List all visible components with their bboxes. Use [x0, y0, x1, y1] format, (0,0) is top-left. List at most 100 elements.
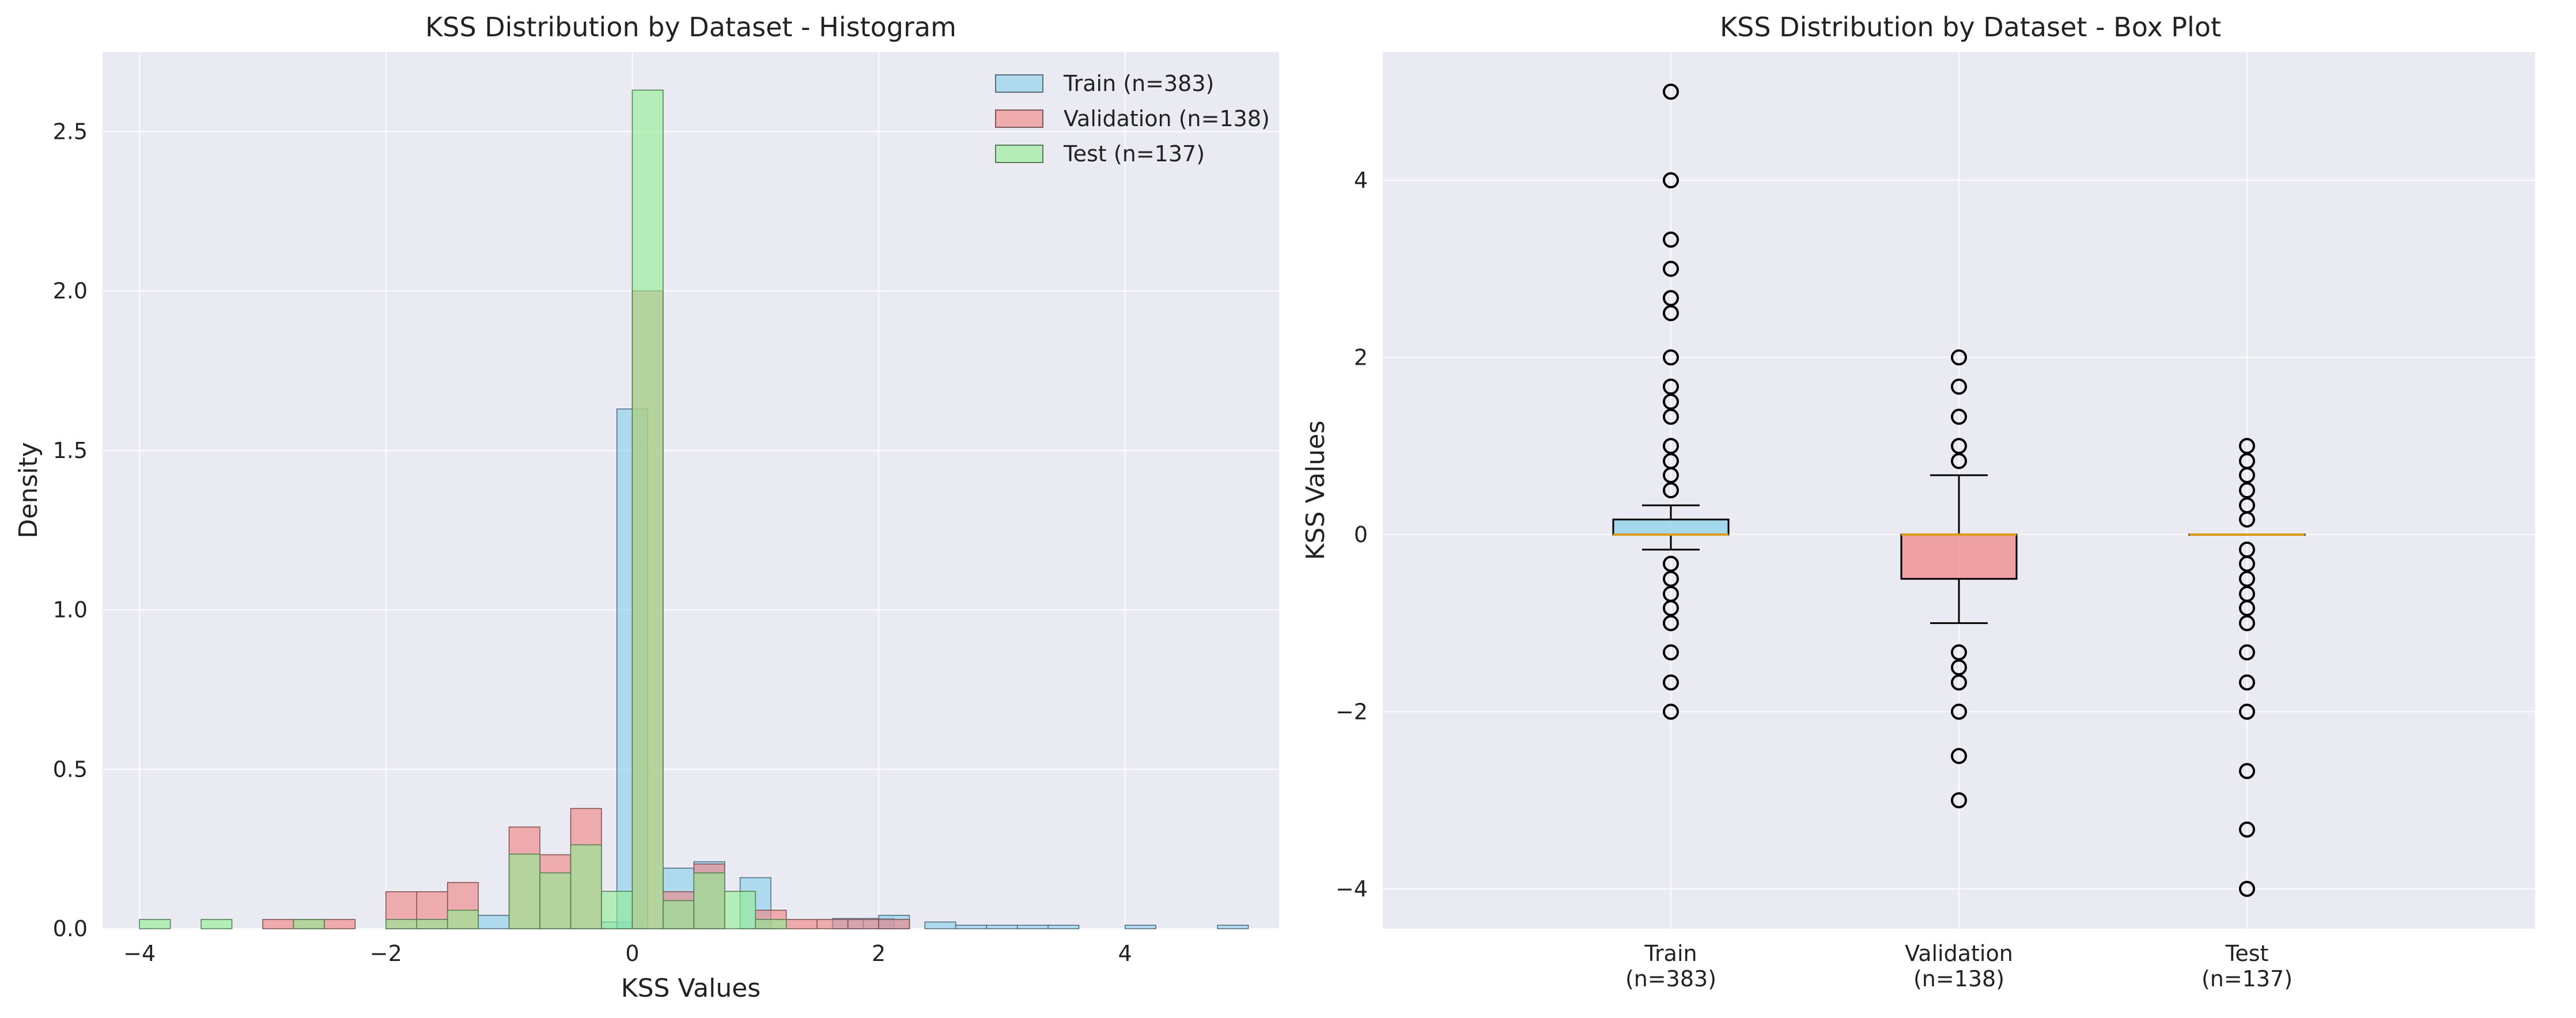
boxplot-x-tick-label: Validation — [1905, 941, 2013, 966]
histogram-y-axis-label: Density — [14, 442, 43, 538]
outlier-point — [1951, 644, 1967, 661]
outlier-point — [1663, 408, 1679, 425]
boxplot-x-tick-sublabel: (n=383) — [1625, 966, 1716, 991]
outlier-point — [2239, 674, 2255, 691]
boxplot-x-tick-label: Train — [1644, 941, 1697, 966]
outlier-point — [2239, 644, 2255, 661]
histogram-bar-validation — [785, 919, 818, 929]
outlier-point — [1663, 349, 1679, 366]
histogram-x-ticks: −4 −2 0 2 4 — [123, 941, 1132, 966]
histogram-bar-train — [1124, 925, 1156, 929]
legend-swatch-validation — [995, 109, 1043, 128]
outlier-point — [1663, 290, 1679, 306]
outlier-point — [2239, 570, 2255, 587]
outlier-point — [2239, 438, 2255, 455]
histogram-bar-validation — [847, 919, 879, 929]
histogram-bar-validation — [878, 919, 910, 929]
outlier-point — [1663, 555, 1679, 572]
outlier-point — [2239, 763, 2255, 779]
outlier-point — [1951, 408, 1967, 425]
outlier-point — [1663, 305, 1679, 321]
histogram-bar-test — [539, 872, 572, 929]
legend-swatch-test — [995, 145, 1043, 163]
histogram-bar-test — [601, 891, 633, 929]
histogram-bar-test — [508, 853, 540, 929]
outlier-point — [2239, 600, 2255, 616]
histogram-bar-train — [478, 915, 510, 929]
boxplot-y-tick-label: −2 — [1336, 699, 1368, 724]
boxplot-title: KSS Distribution by Dataset - Box Plot — [1720, 12, 2221, 43]
boxplot-y-tick-label: 2 — [1354, 345, 1368, 370]
outlier-point — [2239, 821, 2255, 838]
histogram-title: KSS Distribution by Dataset - Histogram — [425, 12, 956, 43]
histogram-y-ticks: 0.0 0.5 1.0 1.5 2.0 2.5 — [53, 119, 88, 941]
outlier-point — [1663, 615, 1679, 631]
outlier-point — [1951, 748, 1967, 765]
histogram-bar-test — [693, 872, 725, 929]
histogram-bar-test — [139, 919, 171, 929]
box-train — [1612, 84, 1730, 720]
boxplot-x-tick-sublabel: (n=138) — [1913, 966, 2004, 991]
box-iqr — [1900, 533, 2018, 580]
boxplot-boxes — [1612, 84, 2306, 897]
histogram-y-tick-label: 1.5 — [53, 438, 88, 463]
histogram-x-axis-label: KSS Values — [621, 974, 761, 1003]
outlier-point — [1663, 482, 1679, 498]
box-test — [2188, 438, 2306, 897]
outlier-point — [1951, 703, 1967, 720]
histogram-bar-test — [724, 891, 756, 929]
histogram-y-tick-label: 1.0 — [53, 597, 88, 623]
histogram-y-tick-label: 0.5 — [53, 756, 88, 782]
outlier-point — [2239, 511, 2255, 528]
box-iqr — [1612, 519, 1730, 536]
outlier-point — [2239, 615, 2255, 631]
histogram-bar-test — [755, 919, 787, 929]
outlier-point — [1951, 379, 1967, 395]
outlier-point — [1663, 231, 1679, 248]
boxplot-x-tick-sublabel: (n=137) — [2201, 966, 2293, 991]
histogram-bar-validation — [816, 919, 849, 929]
outlier-point — [2239, 555, 2255, 572]
histogram-panel: −4 −2 0 2 4 0.0 0.5 1.0 1.5 2.0 2.5 KSS Distribut… — [14, 12, 1279, 1003]
outlier-point — [1951, 438, 1967, 455]
outlier-point — [2239, 482, 2255, 498]
outlier-point — [1663, 467, 1679, 483]
histogram-bar-test — [293, 919, 325, 929]
outlier-point — [2239, 880, 2255, 897]
histogram-bar-test — [447, 910, 479, 929]
legend-label-validation: Validation (n=138) — [1064, 106, 1270, 131]
histogram-y-tick-label: 2.5 — [53, 119, 88, 144]
outlier-point — [1663, 172, 1679, 188]
legend-swatch-train — [995, 74, 1043, 93]
histogram-legend: Train (n=383) Validation (n=138) Test (n… — [995, 71, 1270, 166]
boxplot-y-tick-label: −4 — [1336, 876, 1368, 902]
histogram-bar-test — [385, 919, 417, 929]
outlier-point — [1663, 393, 1679, 410]
outlier-point — [1951, 659, 1967, 676]
outlier-point — [1951, 349, 1967, 366]
box-validation — [1900, 349, 2018, 809]
histogram-bar-test — [570, 844, 602, 929]
histogram-bars — [139, 89, 1249, 929]
histogram-plot-area — [103, 52, 1279, 929]
legend-label-test: Test (n=137) — [1063, 141, 1205, 166]
outlier-point — [1663, 570, 1679, 587]
outlier-point — [1951, 674, 1967, 691]
boxplot-panel: −4 −2 0 2 4 Train(n=383) Validation(n=138) Tes… — [1301, 12, 2535, 991]
outlier-point — [2239, 703, 2255, 720]
boxplot-y-ticks: −4 −2 0 2 4 — [1336, 168, 1368, 902]
histogram-bar-test — [631, 89, 664, 929]
histogram-x-tick-label: −2 — [370, 941, 402, 966]
outlier-point — [1663, 703, 1679, 720]
histogram-bar-train — [986, 925, 1018, 929]
outlier-point — [1663, 379, 1679, 395]
boxplot-y-tick-label: 4 — [1354, 168, 1368, 193]
legend-label-train: Train (n=383) — [1063, 71, 1214, 96]
histogram-bar-validation — [262, 919, 294, 929]
histogram-bar-train — [924, 921, 956, 929]
boxplot-y-tick-label: 0 — [1354, 522, 1368, 547]
histogram-bar-train — [1047, 925, 1080, 929]
histogram-bar-test — [201, 919, 233, 929]
histogram-bar-validation — [324, 919, 356, 929]
